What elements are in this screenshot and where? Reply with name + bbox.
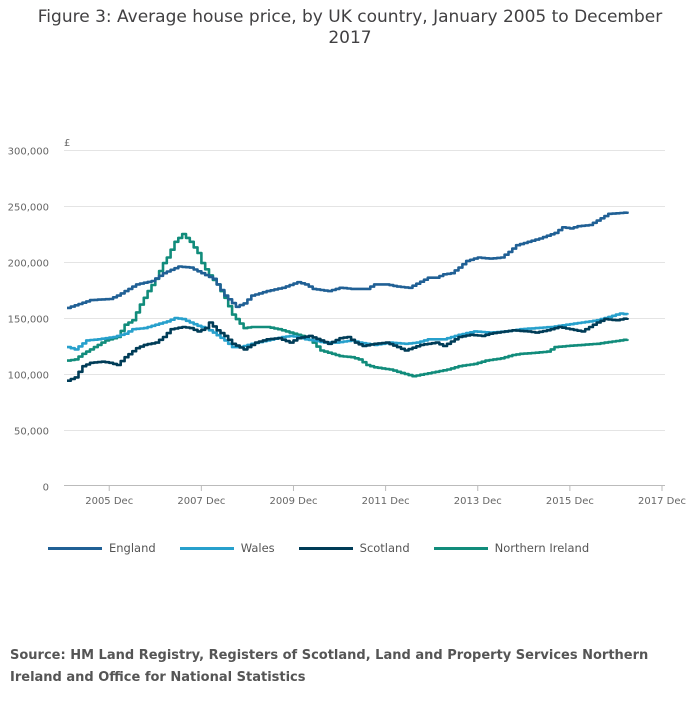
y-tick-label: 100,000 [8, 371, 49, 382]
y-tick-label: 200,000 [8, 259, 49, 270]
y-tick-label: 0 [43, 483, 49, 494]
series-line-wales [67, 312, 629, 351]
y-axis-unit-label: £ [64, 138, 70, 149]
x-tick-label: 2017 Dec [638, 496, 686, 507]
x-tick-label: 2011 Dec [362, 496, 410, 507]
legend-swatch [433, 546, 488, 550]
legend-label: Northern Ireland [494, 541, 590, 555]
legend-item-wales: Wales [179, 541, 275, 555]
y-tick-label: 250,000 [8, 203, 49, 214]
series-line-england [67, 211, 629, 310]
legend-item-northern-ireland: Northern Ireland [433, 541, 590, 555]
y-tick-labels: 0 50,000 100,000 150,000 200,000 250,000 300,0… [8, 147, 49, 494]
legend-item-scotland: Scotland [298, 541, 410, 555]
x-tick-label: 2007 Dec [177, 496, 225, 507]
legend-swatch [298, 546, 353, 550]
legend-swatch [179, 546, 234, 550]
source-note: Source: HM Land Registry, Registers of S… [10, 648, 649, 685]
chart-legend: England Wales Scotland Northern Ireland [48, 541, 613, 555]
legend-swatch [48, 546, 102, 550]
x-tick-label: 2009 Dec [269, 496, 317, 507]
legend-item-england: England [48, 541, 156, 555]
legend-label: Scotland [359, 541, 410, 555]
gridlines [64, 150, 665, 431]
line-chart: £ 0 50,000 100,000 150,000 200,000 250,000 300… [8, 138, 686, 507]
x-tick-label: 2013 Dec [454, 496, 502, 507]
y-tick-label: 300,000 [8, 147, 49, 158]
x-tick-label: 2015 Dec [546, 496, 594, 507]
chart-title: Figure 3: Average house price, by UK cou… [37, 7, 663, 48]
y-tick-label: 50,000 [14, 427, 49, 438]
legend-label: Wales [240, 541, 275, 555]
y-tick-label: 150,000 [8, 315, 49, 326]
x-tick-label: 2005 Dec [85, 496, 133, 507]
series-line-northern-ireland [67, 232, 629, 378]
x-tick-labels: 2005 Dec 2007 Dec 2009 Dec 2011 Dec 2013 Dec… [85, 486, 686, 507]
series-line-scotland [67, 317, 629, 382]
legend-label: England [109, 541, 156, 555]
series-lines [67, 211, 629, 382]
